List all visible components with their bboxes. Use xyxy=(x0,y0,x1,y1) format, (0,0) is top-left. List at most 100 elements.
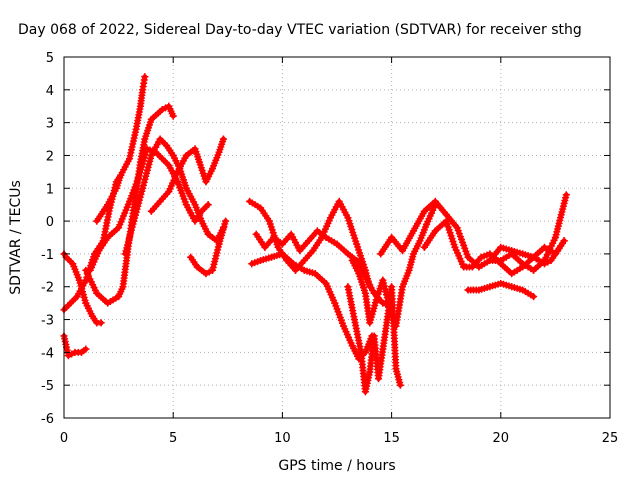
data-point xyxy=(147,207,155,215)
plus-markers xyxy=(60,250,105,327)
data-point xyxy=(357,348,365,356)
data-point xyxy=(202,270,210,278)
data-point xyxy=(130,217,138,225)
data-point xyxy=(202,178,210,186)
data-point xyxy=(547,256,555,264)
data-point xyxy=(379,276,387,284)
data-point xyxy=(350,316,358,324)
data-point xyxy=(475,263,483,271)
data-point xyxy=(152,148,160,156)
data-point xyxy=(344,283,352,291)
data-point xyxy=(530,253,538,261)
x-tick-label: 0 xyxy=(60,431,68,446)
data-point xyxy=(475,286,483,294)
data-point xyxy=(431,227,439,235)
data-point xyxy=(442,211,450,219)
data-point xyxy=(366,368,374,376)
y-tick-label: 4 xyxy=(46,84,54,99)
series-track-18 xyxy=(486,237,568,268)
data-point xyxy=(519,263,527,271)
y-tick-label: -6 xyxy=(41,412,54,427)
data-point xyxy=(305,237,313,245)
data-point xyxy=(477,253,485,261)
data-point xyxy=(309,247,317,255)
data-point xyxy=(97,319,105,327)
data-point xyxy=(165,188,173,196)
data-point xyxy=(187,253,195,261)
data-point xyxy=(361,289,369,297)
series-track-8 xyxy=(147,135,227,215)
data-point xyxy=(300,266,308,274)
data-point xyxy=(182,184,190,192)
data-point xyxy=(139,184,147,192)
data-point xyxy=(64,352,72,360)
data-point xyxy=(165,161,173,169)
data-point xyxy=(95,247,103,255)
plot-frame xyxy=(63,56,611,419)
series-track-13 xyxy=(344,283,404,396)
data-point xyxy=(313,227,321,235)
data-point xyxy=(115,293,123,301)
series-track-2 xyxy=(60,171,125,314)
data-point xyxy=(215,240,223,248)
data-point xyxy=(416,237,424,245)
data-point xyxy=(497,279,505,287)
data-point xyxy=(399,283,407,291)
data-point xyxy=(117,171,125,179)
data-point xyxy=(348,256,356,264)
data-point xyxy=(420,243,428,251)
data-point xyxy=(67,299,75,307)
data-point xyxy=(409,227,417,235)
y-tick-label: -5 xyxy=(41,379,54,394)
y-tick-label: 0 xyxy=(46,215,54,230)
data-point xyxy=(366,319,374,327)
data-point xyxy=(158,155,166,163)
grid-lines xyxy=(64,57,610,418)
data-point xyxy=(132,125,140,133)
data-point xyxy=(409,250,417,258)
data-point xyxy=(169,112,177,120)
data-point xyxy=(554,247,562,255)
data-point xyxy=(560,237,568,245)
data-point xyxy=(156,135,164,143)
data-point xyxy=(562,191,570,199)
data-point xyxy=(464,253,472,261)
data-point xyxy=(370,332,378,340)
data-point xyxy=(344,250,352,258)
x-axis-title: GPS time / hours xyxy=(278,458,395,474)
data-point xyxy=(289,260,297,268)
data-point xyxy=(204,230,212,238)
data-point xyxy=(508,283,516,291)
data-point xyxy=(156,197,164,205)
data-point xyxy=(106,204,114,212)
data-point xyxy=(453,224,461,232)
data-points xyxy=(60,73,570,396)
data-point xyxy=(219,135,227,143)
data-point xyxy=(333,240,341,248)
chart-title: Day 068 of 2022, Sidereal Day-to-day VTE… xyxy=(18,22,582,38)
data-point xyxy=(165,102,173,110)
data-point xyxy=(86,266,94,274)
data-point xyxy=(551,234,559,241)
axis-ticks: 0 5 10 15 20 25 -6 -5 -4 -3 -2 -1 0 1 2 3 4 5 xyxy=(41,51,618,446)
data-point xyxy=(126,197,134,205)
y-tick-label: -4 xyxy=(41,346,54,361)
data-point xyxy=(174,168,182,176)
data-point xyxy=(82,299,90,307)
data-point xyxy=(300,256,308,264)
data-point xyxy=(257,256,265,264)
data-point xyxy=(372,296,380,304)
data-point xyxy=(311,270,319,278)
data-point xyxy=(267,253,275,261)
series-track-17 xyxy=(464,279,538,301)
data-point xyxy=(139,86,147,94)
y-tick-label: 5 xyxy=(46,51,54,66)
data-point xyxy=(399,247,407,255)
data-point xyxy=(261,243,269,251)
data-point xyxy=(388,283,396,291)
plus-markers xyxy=(187,217,230,278)
data-point xyxy=(104,234,112,241)
x-tick-label: 10 xyxy=(274,431,291,446)
data-point xyxy=(104,299,112,307)
series-track-14 xyxy=(348,201,439,330)
